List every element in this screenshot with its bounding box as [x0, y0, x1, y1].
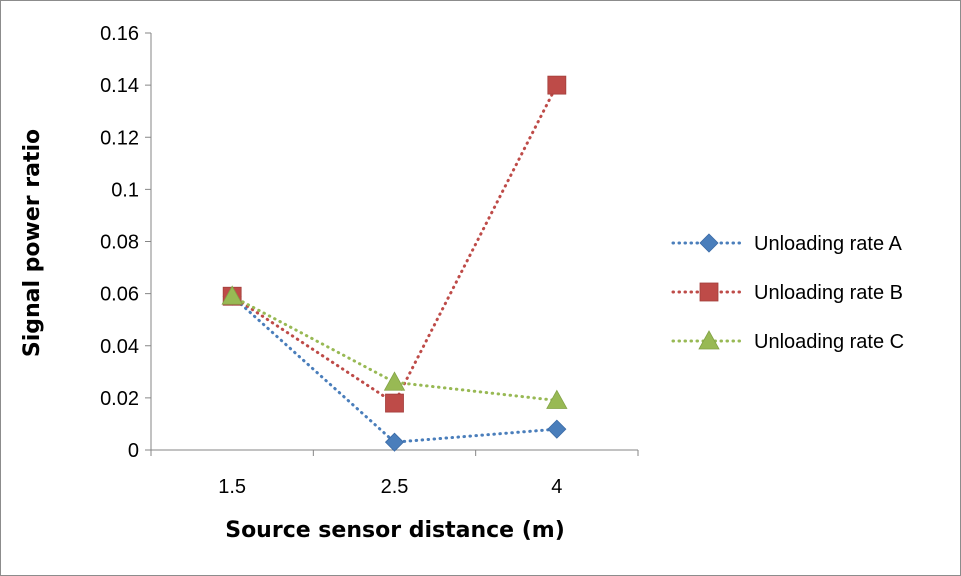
- data-point: [385, 393, 404, 413]
- data-point: [221, 285, 243, 305]
- y-tick-label: 0.12: [100, 127, 139, 149]
- legend-label: Unloading rate A: [754, 233, 903, 255]
- data-point: [547, 419, 567, 439]
- series-line: [230, 294, 559, 444]
- y-axis-title: Signal power ratio: [20, 129, 45, 357]
- series-line: [230, 294, 559, 402]
- y-tick-label: 0.02: [100, 388, 139, 410]
- y-tick-label: 0: [128, 440, 139, 462]
- series-lines: [221, 75, 568, 452]
- legend-label: Unloading rate C: [754, 331, 904, 353]
- data-point: [383, 371, 406, 391]
- legend-marker: [699, 233, 719, 253]
- legend-label: Unloading rate B: [754, 282, 903, 304]
- y-tick-label: 0.1: [111, 179, 139, 201]
- legend: Unloading rate A Unloading rate B Unloadin…: [671, 233, 904, 353]
- data-point: [547, 75, 567, 95]
- x-tick-label: 4: [551, 476, 562, 498]
- legend-item: Unloading rate C: [671, 330, 904, 353]
- series-c: [221, 285, 568, 409]
- x-axis: 1.5 2.5 4: [150, 449, 639, 498]
- legend-item: Unloading rate B: [671, 282, 903, 304]
- y-tick-label: 0.14: [100, 75, 139, 97]
- y-tick-label: 0.08: [100, 232, 139, 254]
- series-a: [222, 286, 567, 452]
- data-point: [546, 389, 568, 409]
- x-tick-label: 1.5: [218, 476, 246, 498]
- y-axis: 0 0.02 0.04 0.06 0.08 0.1 0.12 0.14 0.16: [100, 23, 152, 462]
- legend-item: Unloading rate A: [671, 233, 903, 255]
- y-tick-label: 0.04: [100, 336, 139, 358]
- legend-marker: [699, 282, 719, 302]
- series-b: [222, 75, 567, 413]
- legend-marker: [698, 330, 720, 350]
- x-axis-title: Source sensor distance (m): [225, 518, 565, 543]
- x-tick-label: 2.5: [381, 476, 409, 498]
- series-line: [230, 83, 559, 406]
- y-tick-label: 0.16: [100, 23, 139, 45]
- y-tick-label: 0.06: [100, 284, 139, 306]
- data-point: [384, 432, 405, 452]
